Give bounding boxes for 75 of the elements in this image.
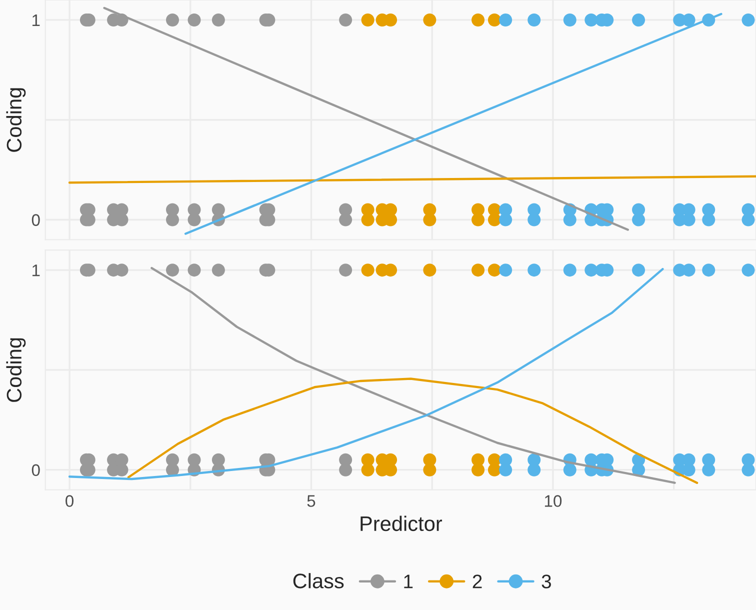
point (499, 203, 512, 216)
y-axis-title: Coding (6, 88, 26, 152)
point (702, 203, 716, 216)
point (212, 13, 225, 26)
legend-label: 1 (404, 574, 413, 588)
point (682, 264, 696, 277)
point (742, 453, 755, 466)
legend-title: Class (293, 573, 344, 588)
x-tick-label: 10 (544, 495, 562, 507)
point (361, 203, 374, 216)
point (472, 453, 485, 466)
point (188, 13, 201, 26)
point (742, 203, 755, 216)
point (742, 13, 755, 26)
point (742, 264, 755, 277)
point (528, 203, 541, 216)
y-tick-label: 0 (32, 214, 40, 226)
point (632, 13, 646, 26)
point (682, 203, 696, 216)
legend-label: 2 (472, 574, 482, 588)
point (528, 264, 541, 277)
point (188, 203, 201, 216)
x-tick-label: 0 (66, 495, 74, 507)
point (166, 453, 180, 466)
point (563, 13, 576, 26)
point (339, 453, 352, 466)
point (499, 453, 512, 466)
y-axis-title: Coding (6, 338, 26, 402)
point (212, 203, 225, 216)
point (702, 264, 716, 277)
point (423, 453, 436, 466)
line-series (68, 268, 664, 480)
point (361, 453, 374, 466)
point (472, 264, 485, 277)
x-tick-label: 5 (307, 495, 316, 507)
point (423, 13, 436, 26)
point (384, 453, 398, 466)
point (188, 264, 201, 277)
point (361, 264, 374, 277)
point (682, 453, 696, 466)
point (528, 453, 541, 466)
point (188, 453, 201, 466)
point (339, 203, 352, 216)
point (632, 203, 646, 216)
point (488, 203, 501, 216)
point (166, 264, 180, 277)
point (488, 13, 501, 26)
point (166, 13, 180, 26)
legend-label: 3 (542, 574, 551, 588)
point (528, 13, 541, 26)
point (682, 13, 696, 26)
y-tick-label: 1 (32, 264, 40, 276)
point (423, 203, 436, 216)
point (384, 203, 398, 216)
point (339, 13, 352, 26)
point (361, 13, 374, 26)
x-axis-title: Predictor (360, 516, 442, 532)
point (166, 203, 180, 216)
point (632, 264, 646, 277)
point (563, 264, 576, 277)
point (488, 264, 501, 277)
point (488, 453, 501, 466)
point (212, 264, 225, 277)
point (702, 453, 716, 466)
line-series (150, 266, 676, 484)
y-tick-label: 0 (32, 464, 40, 476)
point (423, 264, 436, 277)
point (472, 13, 485, 26)
point (499, 13, 512, 26)
y-tick-label: 1 (32, 14, 40, 26)
point (499, 264, 512, 277)
point (384, 264, 398, 277)
point (212, 453, 225, 466)
point (339, 264, 352, 277)
point (472, 203, 485, 216)
